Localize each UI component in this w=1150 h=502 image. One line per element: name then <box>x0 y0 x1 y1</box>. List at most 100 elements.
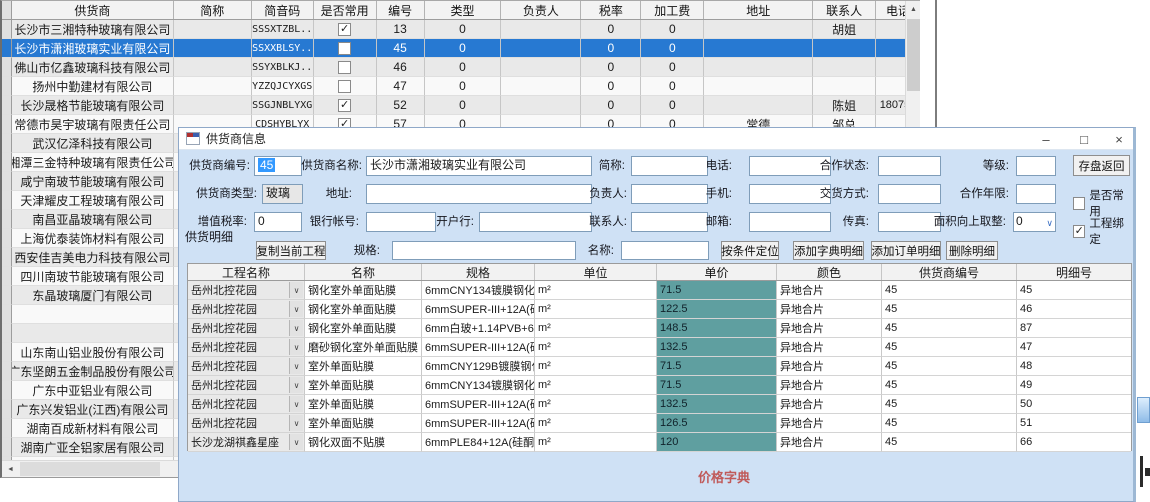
bank-input[interactable] <box>479 212 592 232</box>
detail-row[interactable]: 岳州北控花园 室外单面贴膜 6mmSUPER-III+12A(硅... m² 1… <box>188 414 1131 433</box>
vertical-scroll-thumb[interactable] <box>907 19 920 91</box>
delete-detail-button[interactable]: 删除明细 <box>946 241 998 260</box>
project-bind-checkbox[interactable]: ✓ 工程绑定 <box>1073 215 1133 247</box>
abbr-input[interactable] <box>631 156 708 176</box>
name-filter-input[interactable] <box>621 241 709 260</box>
price-cell[interactable]: 120 <box>657 433 777 452</box>
mobile-input[interactable] <box>749 184 831 204</box>
col-code[interactable]: 简音码 <box>252 1 314 19</box>
checkbox-box[interactable]: ✓ <box>1073 224 1086 238</box>
price-cell[interactable]: 71.5 <box>657 281 777 300</box>
email-input[interactable] <box>749 212 831 232</box>
common-checkbox[interactable] <box>338 60 352 74</box>
detail-row[interactable]: 岳州北控花园 室外单面贴膜 6mmSUPER-III+12A(硅... m² 1… <box>188 395 1131 414</box>
price-cell[interactable]: 132.5 <box>657 338 777 357</box>
detail-row[interactable]: 岳州北控花园 磨砂钢化室外单面贴膜 6mmSUPER-III+12A(硅... … <box>188 338 1131 357</box>
project-cell[interactable]: 岳州北控花园 <box>188 300 305 319</box>
combo-arrow-icon[interactable] <box>289 301 303 317</box>
price-cell[interactable]: 132.5 <box>657 395 777 414</box>
col-name[interactable]: 名称 <box>305 264 422 280</box>
scroll-up-icon[interactable]: ▲ <box>910 6 917 13</box>
add-order-detail-button[interactable]: 添加订单明细 <box>871 241 941 260</box>
minimize-icon[interactable]: – <box>1042 131 1050 147</box>
combo-arrow-icon[interactable] <box>289 396 303 412</box>
locate-button[interactable]: 按条件定位 <box>721 241 779 260</box>
col-tax[interactable]: 税率 <box>581 1 642 19</box>
col-contact[interactable]: 联系人 <box>813 1 877 19</box>
price-cell[interactable]: 148.5 <box>657 319 777 338</box>
common-checkbox[interactable]: ✓ <box>338 22 352 36</box>
combo-arrow-icon[interactable] <box>289 358 303 374</box>
supplier-row[interactable]: 长沙市三湘特种玻璃有限公司 CSSSXTZBL... ✓ 13 0 0 0 胡姐 <box>2 20 920 39</box>
project-cell[interactable]: 岳州北控花园 <box>188 338 305 357</box>
maximize-icon[interactable]: □ <box>1080 131 1088 147</box>
price-cell[interactable]: 71.5 <box>657 376 777 395</box>
phone-input[interactable] <box>749 156 831 176</box>
supplier-id-input[interactable]: 45 <box>254 156 302 176</box>
project-cell[interactable]: 岳州北控花园 <box>188 319 305 338</box>
manager-input[interactable] <box>631 184 708 204</box>
combo-arrow-icon[interactable] <box>289 339 303 355</box>
fax-input[interactable] <box>878 212 941 232</box>
col-abbr[interactable]: 简称 <box>174 1 252 19</box>
supplier-row[interactable]: 佛山市亿鑫玻璃科技有限公司 FSSYXBLKJ... 46 0 0 0 <box>2 58 920 77</box>
col-detail-id[interactable]: 明细号 <box>1055 265 1092 280</box>
col-common[interactable]: 是否常用 <box>314 1 377 19</box>
add-dict-detail-button[interactable]: 添加字典明细 <box>793 241 864 260</box>
col-supplier[interactable]: 供货商 <box>12 1 174 19</box>
delivery-input[interactable] <box>878 184 941 204</box>
horizontal-scroll-thumb[interactable] <box>20 462 160 476</box>
detail-row[interactable]: 岳州北控花园 钢化室外单面贴膜 6mm白玻+1.14PVB+6mm... m² … <box>188 319 1131 338</box>
detail-row[interactable]: 长沙龙湖祺鑫星座 钢化双面不贴膜 6mmPLE84+12A(硅酮胶... m² … <box>188 433 1131 452</box>
combo-arrow-icon[interactable] <box>289 377 303 393</box>
col-manager[interactable]: 负责人 <box>501 1 582 19</box>
supplier-type-input[interactable]: 玻璃 <box>262 184 303 204</box>
project-cell[interactable]: 岳州北控花园 <box>188 357 305 376</box>
bank-account-input[interactable] <box>366 212 436 232</box>
project-cell[interactable]: 岳州北控花园 <box>188 376 305 395</box>
col-unit[interactable]: 单位 <box>535 264 657 280</box>
combo-arrow-icon[interactable] <box>289 434 303 450</box>
grade-input[interactable] <box>1016 156 1056 176</box>
price-cell[interactable]: 126.5 <box>657 414 777 433</box>
common-checkbox[interactable] <box>338 41 352 55</box>
detail-row[interactable]: 岳州北控花园 钢化室外单面贴膜 6mmSUPER-III+12A(硅... m²… <box>188 300 1131 319</box>
coop-status-input[interactable] <box>878 156 941 176</box>
col-type[interactable]: 类型 <box>425 1 502 19</box>
supplier-row[interactable]: 长沙市潇湘玻璃实业有限公司 CSSXXBLSY... 45 0 0 0 <box>2 39 920 58</box>
col-id[interactable]: 编号 <box>377 1 425 19</box>
save-return-button[interactable]: 存盘返回 <box>1073 155 1130 176</box>
scroll-left-icon[interactable]: ◄ <box>7 465 14 473</box>
checkbox-box[interactable] <box>1073 196 1086 210</box>
col-address[interactable]: 地址 <box>704 1 814 19</box>
round-up-dropdown[interactable]: 0 ∨ <box>1013 212 1056 232</box>
detail-row[interactable]: 岳州北控花园 室外单面贴膜 6mmCNY134镀膜钢化 m² 71.5 异地合片… <box>188 376 1131 395</box>
project-cell[interactable]: 岳州北控花园 <box>188 414 305 433</box>
col-color[interactable]: 颜色 <box>777 264 882 280</box>
col-phone[interactable]: 电话 <box>886 3 911 18</box>
vat-input[interactable]: 0 <box>254 212 302 232</box>
coop-years-input[interactable] <box>1016 184 1056 204</box>
project-cell[interactable]: 岳州北控花园 <box>188 395 305 414</box>
col-supplier-id[interactable]: 供货商编号 <box>882 264 1017 280</box>
project-cell[interactable]: 长沙龙湖祺鑫星座 <box>188 433 305 452</box>
col-fee[interactable]: 加工费 <box>641 1 705 19</box>
detail-row[interactable]: 岳州北控花园 钢化室外单面贴膜 6mmCNY134镀膜钢化 m² 71.5 异地… <box>188 281 1131 300</box>
close-icon[interactable]: × <box>1115 131 1123 147</box>
combo-arrow-icon[interactable] <box>289 320 303 336</box>
project-cell[interactable]: 岳州北控花园 <box>188 281 305 300</box>
supplier-name-input[interactable]: 长沙市潇湘玻璃实业有限公司 <box>366 156 592 176</box>
common-checkbox[interactable]: ✓ <box>338 98 352 112</box>
common-checkbox[interactable] <box>338 79 352 93</box>
copy-project-button[interactable]: 复制当前工程 <box>256 241 326 260</box>
contact-input[interactable] <box>631 212 708 232</box>
supplier-row[interactable]: 扬州中勤建材有限公司 YZZQJCYXGS 47 0 0 0 <box>2 77 920 96</box>
price-cell[interactable]: 122.5 <box>657 300 777 319</box>
combo-arrow-icon[interactable] <box>289 282 303 298</box>
col-spec[interactable]: 规格 <box>422 264 535 280</box>
address-input[interactable] <box>366 184 592 204</box>
supplier-row[interactable]: 长沙晟格节能玻璃有限公司 CSSGJNBLYXGS ✓ 52 0 0 0 陈姐 … <box>2 96 920 115</box>
price-cell[interactable]: 71.5 <box>657 357 777 376</box>
col-price[interactable]: 单价 <box>657 264 777 280</box>
spec-filter-input[interactable] <box>392 241 576 260</box>
